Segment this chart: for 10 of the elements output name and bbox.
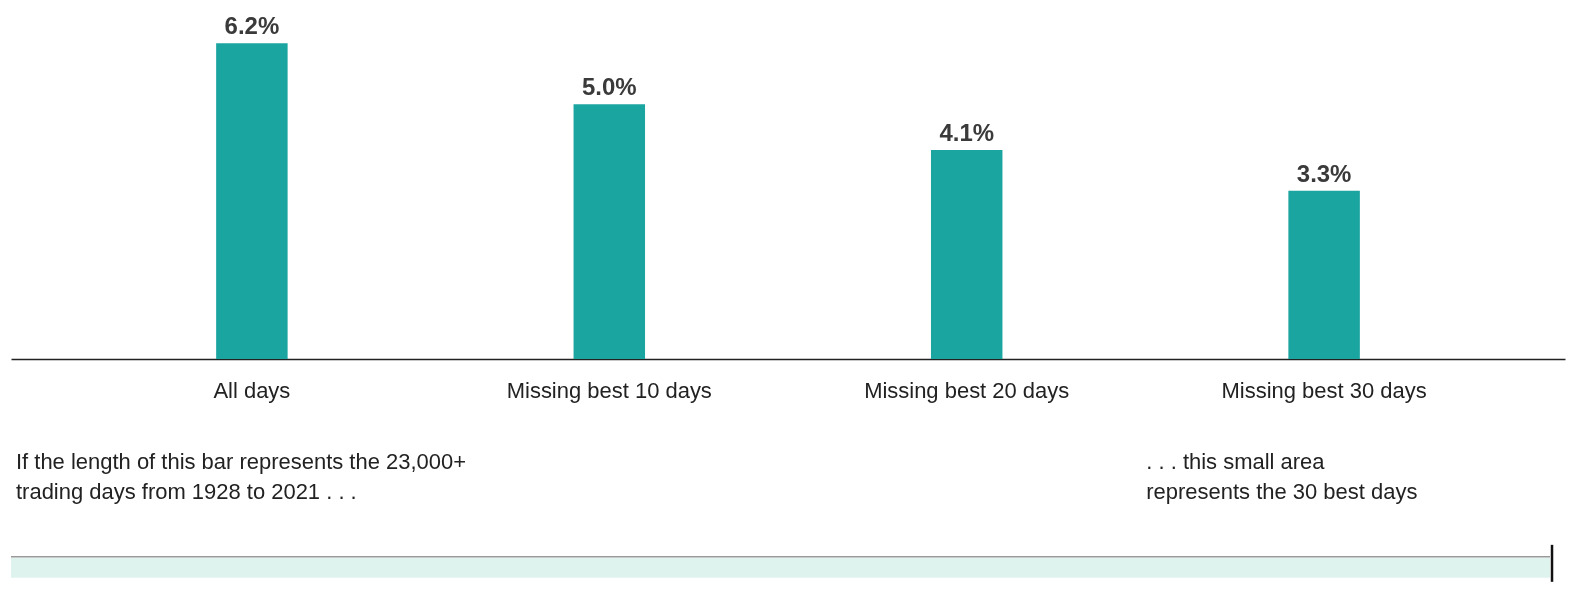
x-tick-label: All days xyxy=(213,378,291,404)
text: If the length of this bar represents the 23,000+ trading days from 1928 to 2021 . . . xyxy=(15,448,467,504)
data-label: 6.2% xyxy=(224,12,280,40)
data-label: 3.3% xyxy=(1296,159,1352,187)
x-tick-label: Missing best 30 days xyxy=(1221,378,1427,404)
text: . . . this small area represents the 30 best days xyxy=(1146,448,1418,504)
data-label: 4.1% xyxy=(939,119,995,147)
x-tick-label: Missing best 10 days xyxy=(506,378,712,404)
data-label: 5.0% xyxy=(581,73,637,101)
x-tick-label: Missing best 20 days xyxy=(864,378,1070,404)
